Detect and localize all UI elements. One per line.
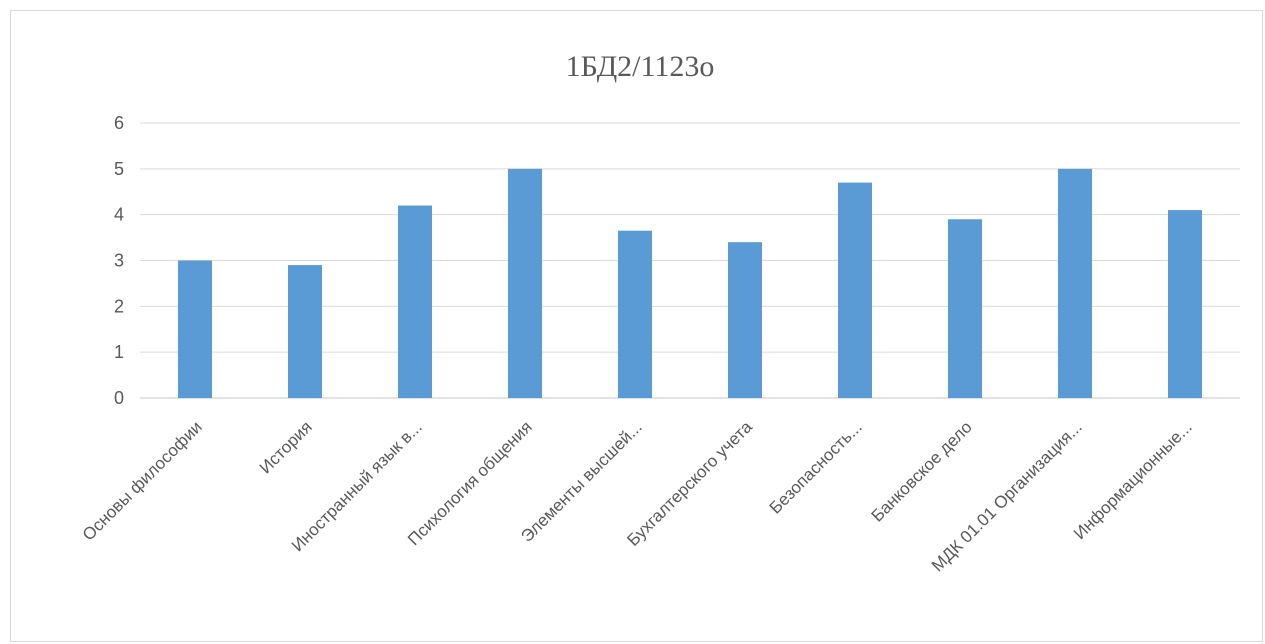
x-category-label: Безопасность... <box>766 417 866 517</box>
x-category-label: История <box>256 417 316 477</box>
bar <box>288 265 322 398</box>
bar <box>1058 168 1092 398</box>
x-category-label: Элементы высшей... <box>517 417 646 546</box>
y-axis-ticks: 0 1 2 3 4 5 6 <box>114 113 124 408</box>
bar <box>948 219 982 398</box>
gridlines <box>140 122 1240 399</box>
y-tick-label: 5 <box>114 159 124 179</box>
x-category-label: Психология общения <box>404 417 536 549</box>
bar <box>838 182 872 398</box>
bar <box>508 168 542 398</box>
bar <box>178 260 212 398</box>
bar <box>398 205 432 398</box>
bars <box>178 168 1202 398</box>
bar <box>1168 210 1202 398</box>
x-category-label: Банковское дело <box>868 417 976 525</box>
chart-title: 1БД2/1123о <box>566 50 715 83</box>
y-tick-label: 4 <box>114 205 124 225</box>
bar <box>618 230 652 398</box>
bar <box>728 242 762 398</box>
y-tick-label: 0 <box>114 388 124 408</box>
y-tick-label: 2 <box>114 296 124 316</box>
y-tick-label: 1 <box>114 342 124 362</box>
y-tick-label: 6 <box>114 113 124 133</box>
x-category-label: Основы философии <box>79 417 206 544</box>
x-category-label: Информационные... <box>1070 417 1196 543</box>
x-category-label: Бухгалтерского учета <box>623 417 756 550</box>
y-tick-label: 3 <box>114 251 124 271</box>
